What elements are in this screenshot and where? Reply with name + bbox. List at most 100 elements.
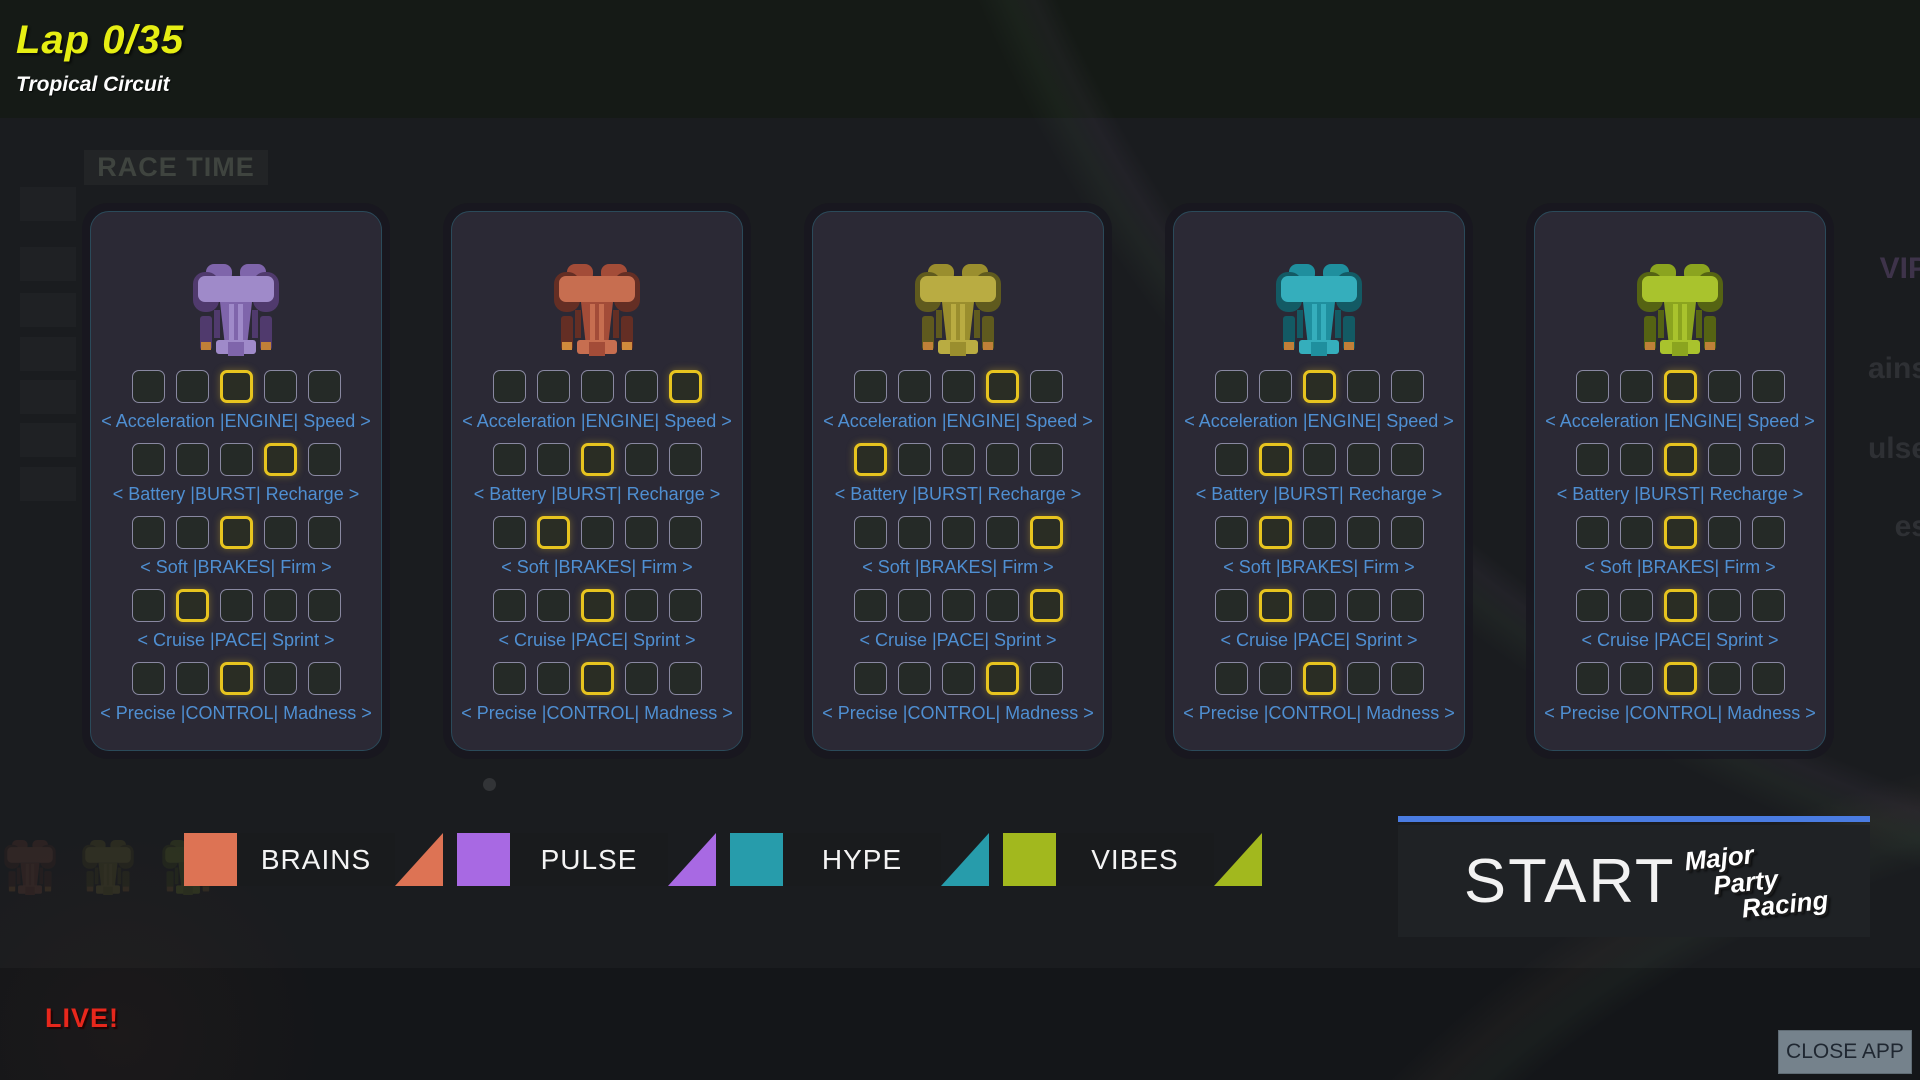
stat-step-box[interactable] [985,589,1019,622]
stat-step-box-selected[interactable] [219,662,253,695]
stat-step-box[interactable] [1390,370,1424,403]
stat-step-box[interactable] [307,662,341,695]
stat-step-box[interactable] [536,370,570,403]
stat-adjust-label[interactable]: < Precise |CONTROL| Madness > [100,703,372,723]
stat-step-box[interactable] [1214,443,1248,476]
stat-step-box-selected[interactable] [263,443,297,476]
stat-step-box[interactable] [1029,370,1063,403]
close-app-button[interactable]: CLOSE APP [1778,1030,1912,1074]
stat-adjust-label[interactable]: < Cruise |PACE| Sprint > [1581,630,1779,650]
stat-step-box[interactable] [492,662,526,695]
stat-step-box[interactable] [131,443,165,476]
stat-step-box[interactable] [1346,589,1380,622]
stat-step-box[interactable] [492,370,526,403]
stat-adjust-label[interactable]: < Precise |CONTROL| Madness > [461,703,733,723]
stat-step-box-selected[interactable] [853,443,887,476]
start-button[interactable]: START Major Party Racing [1398,825,1870,937]
stat-step-box[interactable] [624,516,658,549]
stat-adjust-label[interactable]: < Acceleration |ENGINE| Speed > [1545,411,1815,431]
stat-step-box-selected[interactable] [1663,662,1697,695]
stat-step-box-selected[interactable] [536,516,570,549]
stat-adjust-label[interactable]: < Cruise |PACE| Sprint > [1220,630,1418,650]
stat-adjust-label[interactable]: < Cruise |PACE| Sprint > [498,630,696,650]
stat-step-box[interactable] [1619,662,1653,695]
stat-step-box[interactable] [1575,443,1609,476]
stat-step-box[interactable] [131,516,165,549]
stat-step-box[interactable] [941,662,975,695]
stat-step-box[interactable] [1346,516,1380,549]
stat-step-box[interactable] [941,443,975,476]
stat-step-box-selected[interactable] [175,589,209,622]
stat-step-box-selected[interactable] [1663,443,1697,476]
stat-step-box-selected[interactable] [1663,516,1697,549]
stat-step-box[interactable] [1214,589,1248,622]
stat-step-box[interactable] [1575,589,1609,622]
stat-adjust-label[interactable]: < Acceleration |ENGINE| Speed > [1184,411,1454,431]
stat-step-box[interactable] [1707,589,1741,622]
stat-step-box[interactable] [1619,516,1653,549]
stat-step-box[interactable] [853,370,887,403]
stat-adjust-label[interactable]: < Battery |BURST| Recharge > [473,484,721,504]
stat-step-box[interactable] [307,589,341,622]
stat-adjust-label[interactable]: < Battery |BURST| Recharge > [1195,484,1443,504]
stat-step-box-selected[interactable] [1258,516,1292,549]
stat-step-box-selected[interactable] [1258,589,1292,622]
stat-step-box-selected[interactable] [1029,589,1063,622]
stat-step-box[interactable] [1302,589,1336,622]
stat-step-box[interactable] [1258,370,1292,403]
stat-step-box[interactable] [1575,662,1609,695]
stat-step-box[interactable] [941,516,975,549]
stat-step-box[interactable] [1707,443,1741,476]
stat-step-box[interactable] [1029,662,1063,695]
stat-step-box[interactable] [1346,370,1380,403]
stat-step-box[interactable] [985,516,1019,549]
stat-step-box[interactable] [536,589,570,622]
stat-step-box[interactable] [175,370,209,403]
stat-adjust-label[interactable]: < Precise |CONTROL| Madness > [1183,703,1455,723]
stat-step-box[interactable] [853,662,887,695]
stat-step-box[interactable] [668,443,702,476]
stat-step-box[interactable] [624,370,658,403]
stat-step-box[interactable] [853,516,887,549]
stat-step-box[interactable] [1707,662,1741,695]
stat-step-box[interactable] [624,443,658,476]
stat-step-box[interactable] [131,370,165,403]
stat-step-box-selected[interactable] [985,370,1019,403]
stat-adjust-label[interactable]: < Acceleration |ENGINE| Speed > [823,411,1093,431]
stat-step-box[interactable] [175,662,209,695]
stat-step-box[interactable] [985,443,1019,476]
stat-adjust-label[interactable]: < Cruise |PACE| Sprint > [859,630,1057,650]
stat-step-box-selected[interactable] [1302,370,1336,403]
stat-adjust-label[interactable]: < Soft |BRAKES| Firm > [1584,557,1776,577]
stat-adjust-label[interactable]: < Precise |CONTROL| Madness > [822,703,1094,723]
stat-step-box-selected[interactable] [1258,443,1292,476]
stat-step-box[interactable] [897,370,931,403]
stat-step-box[interactable] [175,516,209,549]
stat-step-box[interactable] [1575,516,1609,549]
stat-step-box[interactable] [1619,370,1653,403]
stat-step-box-selected[interactable] [219,370,253,403]
stat-step-box[interactable] [492,443,526,476]
stat-step-box-selected[interactable] [580,589,614,622]
stat-step-box[interactable] [1214,662,1248,695]
stat-step-box[interactable] [897,662,931,695]
stat-step-box[interactable] [219,589,253,622]
stat-step-box[interactable] [1390,589,1424,622]
stat-step-box[interactable] [1751,370,1785,403]
stat-adjust-label[interactable]: < Acceleration |ENGINE| Speed > [101,411,371,431]
stat-step-box[interactable] [492,589,526,622]
stat-step-box[interactable] [1619,589,1653,622]
stat-step-box[interactable] [536,662,570,695]
stat-step-box[interactable] [1258,662,1292,695]
stat-step-box[interactable] [897,516,931,549]
stat-adjust-label[interactable]: < Battery |BURST| Recharge > [112,484,360,504]
stat-step-box[interactable] [1390,662,1424,695]
stat-step-box-selected[interactable] [1302,662,1336,695]
stat-step-box[interactable] [624,662,658,695]
stat-step-box[interactable] [668,662,702,695]
stat-step-box[interactable] [1707,370,1741,403]
stat-step-box[interactable] [1751,589,1785,622]
stat-step-box[interactable] [668,589,702,622]
stat-adjust-label[interactable]: < Soft |BRAKES| Firm > [862,557,1054,577]
stat-step-box[interactable] [580,516,614,549]
